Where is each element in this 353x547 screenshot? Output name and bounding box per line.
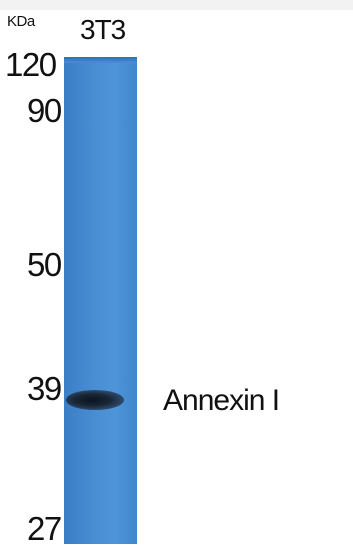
protein-band	[66, 390, 124, 410]
marker-50: 50	[27, 246, 62, 283]
blot-lane	[64, 57, 137, 544]
marker-120: 120	[5, 46, 57, 83]
marker-90: 90	[27, 92, 62, 129]
unit-label: KDa	[7, 13, 35, 30]
lane-label: 3T3	[80, 14, 126, 45]
top-strip	[0, 0, 353, 10]
marker-39: 39	[27, 370, 62, 407]
marker-27: 27	[27, 510, 62, 547]
lane-well	[64, 57, 137, 63]
band-label: Annexin I	[163, 384, 280, 417]
